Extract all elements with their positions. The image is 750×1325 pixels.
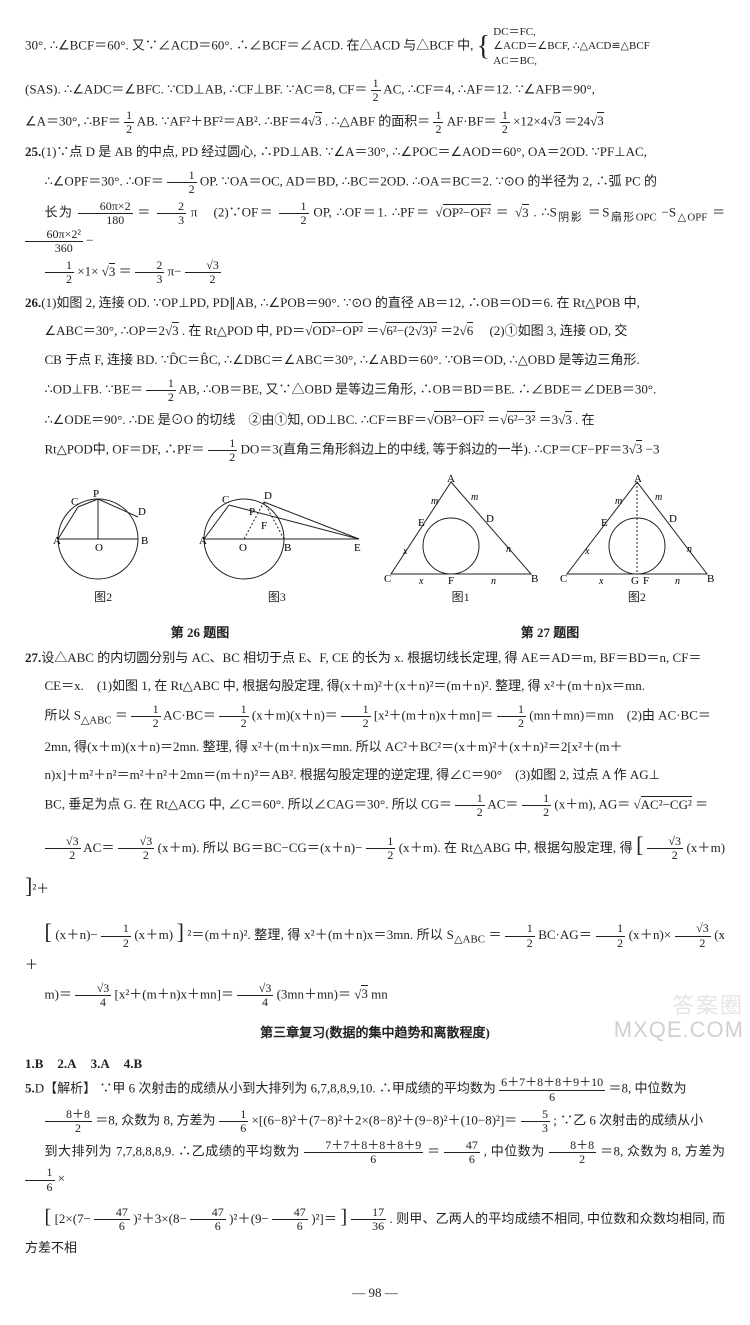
fig3-svg: A B C D P O F E — [189, 489, 364, 584]
svg-text:m: m — [615, 496, 622, 507]
figures-row: A B C D P O 图2 A B C D P O F E 图3 — [25, 474, 725, 609]
q27-l5: n)x]＋m²＋n²＝m²＋n²＋2mn＝(m＋n)²＝AB². 根据勾股定理的… — [25, 763, 725, 788]
q25-l3: 长为 60π×2180 ＝ 23 π (2)∵OF＝ 12 OP, ∴OF＝1.… — [25, 200, 725, 255]
fig2-container: A B C D P O 图2 — [33, 489, 173, 609]
q27-l3: 所以 S△ABC ＝ 12 AC·BC＝ 12 (x＋m)(x＋n)＝ 12 [… — [25, 703, 725, 731]
svg-text:B: B — [141, 535, 148, 547]
q27: 27.设△ABC 的内切圆分别与 AC、BC 相切于点 E、F, CE 的长为 … — [25, 646, 725, 671]
svg-text:C: C — [560, 573, 567, 584]
svg-text:E: E — [418, 517, 425, 529]
svg-text:B: B — [707, 573, 714, 584]
svg-text:D: D — [486, 513, 494, 525]
fig1r-svg: A C B E F D m m n n x x — [381, 474, 541, 584]
q27-l7: √32 AC＝ √32 (x＋m). 所以 BG＝BC−CG＝(x＋n)− 12… — [25, 824, 725, 908]
q5-l4: [ [2×(7− 476 )²＋3×(8− 476 )²＋(9− 476 )²]… — [25, 1198, 725, 1261]
svg-text:C: C — [71, 496, 78, 508]
svg-text:A: A — [199, 535, 207, 547]
q26-l4: ∴OD⊥FB. ∵BE＝ 12 AB, ∴OB＝BE, 又∵△OBD 是等边三角… — [25, 377, 725, 404]
svg-text:B: B — [531, 573, 538, 584]
svg-text:F: F — [261, 520, 267, 532]
q25: 25.(1)∵点 D 是 AB 的中点, PD 经过圆心, ∴PD⊥AB. ∵∠… — [25, 140, 725, 165]
text: 30°. ∴∠BCF＝60°. 又∵∠ACD＝60°. ∴∠BCF＝∠ACD. … — [25, 38, 473, 53]
fig3-container: A B C D P O F E 图3 — [189, 489, 364, 609]
svg-text:P: P — [93, 489, 99, 500]
svg-text:E: E — [601, 517, 608, 529]
svg-text:m: m — [471, 492, 478, 503]
svg-text:E: E — [354, 542, 361, 554]
q24-line2: (SAS). ∴∠ADC＝∠BFC. ∵CD⊥AB, ∴CF⊥BF. ∵AC＝8… — [25, 77, 725, 104]
q25-l2: ∴∠OPF＝30°. ∴OF＝ 12 OP. ∵OA＝OC, AD＝BD, ∴B… — [25, 169, 725, 196]
q5-l3: 到大排列为 7,7,8,8,8,9. ∴乙成绩的平均数为 7＋7＋8＋8＋8＋9… — [25, 1139, 725, 1194]
svg-text:n: n — [675, 576, 680, 584]
page-number: — 98 — — [25, 1281, 725, 1306]
svg-text:F: F — [643, 575, 649, 584]
q26-l3: CB 于点 F, 连接 BD. ∵D̂C＝B̂C, ∴∠DBC＝∠ABC＝30°… — [25, 348, 725, 373]
ch3-row1: 1.B 2.A 3.A 4.B — [25, 1052, 725, 1077]
q25-l4: 12 ×1× √3 ＝ 23 π− √32 — [25, 259, 725, 286]
svg-text:n: n — [687, 544, 692, 555]
svg-text:x: x — [402, 546, 408, 557]
svg-text:D: D — [138, 506, 146, 518]
svg-text:A: A — [53, 535, 61, 547]
q26-l2: ∠ABC＝30°, ∴OP＝2√3 . 在 Rt△POD 中, PD＝√OD²−… — [25, 319, 725, 344]
svg-text:P: P — [249, 506, 255, 518]
q27-l2: CE＝x. (1)如图 1, 在 Rt△ABC 中, 根据勾股定理, 得(x＋m… — [25, 674, 725, 699]
q27-l8: [ (x＋n)− 12 (x＋m) ] ²＝(m＋n)². 整理, 得 x²＋(… — [25, 911, 725, 977]
q24-line3: ∠A＝30°, ∴BF＝ 12 AB. ∵AF²＋BF²＝AB². ∴BF＝4√… — [25, 109, 725, 136]
svg-text:O: O — [239, 542, 247, 554]
svg-text:D: D — [669, 513, 677, 525]
brace-body: DC＝FC, ∠ACD＝∠BCF, ∴△ACD≌△BCF AC＝BC, — [493, 25, 650, 68]
q26-l6: Rt△POD中, OF＝DF, ∴PF＝ 12 DO＝3(直角三角形斜边上的中线… — [25, 437, 725, 464]
q27-l9: m)＝ √34 [x²＋(m＋n)x＋mn]＝ √34 (3mn＋mn)＝ √3… — [25, 982, 725, 1009]
svg-text:n: n — [506, 544, 511, 555]
q24-line1: 30°. ∴∠BCF＝60°. 又∵∠ACD＝60°. ∴∠BCF＝∠ACD. … — [25, 20, 725, 73]
svg-text:x: x — [598, 576, 604, 584]
svg-text:m: m — [431, 496, 438, 507]
svg-text:B: B — [284, 542, 291, 554]
svg-text:A: A — [447, 474, 455, 485]
svg-text:G: G — [631, 575, 639, 584]
q27-l6: BC, 垂足为点 G. 在 Rt△ACG 中, ∠C＝60°. 所以∠CAG＝3… — [25, 792, 725, 819]
svg-text:C: C — [222, 494, 229, 506]
q27-l4: 2mn, 得(x＋m)(x＋n)＝2mn. 整理, 得 x²＋(m＋n)x＝mn… — [25, 735, 725, 760]
q5: 5.D【解析】 ∵甲 6 次射击的成绩从小到大排列为 6,7,8,8,9,10.… — [25, 1076, 725, 1103]
fig2-svg: A B C D P O — [33, 489, 173, 584]
fig2r-svg: A C B E F D G m m n n x x — [557, 474, 717, 584]
svg-text:m: m — [655, 492, 662, 503]
svg-text:n: n — [491, 576, 496, 584]
brace: { — [477, 31, 490, 62]
svg-text:C: C — [384, 573, 391, 584]
svg-text:A: A — [634, 474, 642, 485]
svg-text:D: D — [264, 490, 272, 502]
fig1r-container: A C B E F D m m n n x x 图1 — [381, 474, 541, 609]
q26-l5: ∴∠ODE＝90°. ∴DE 是⊙O 的切线 ②由①知, OD⊥BC. ∴CF＝… — [25, 408, 725, 433]
svg-text:x: x — [584, 546, 590, 557]
chapter3-title: 第三章复习(数据的集中趋势和离散程度) — [25, 1021, 725, 1046]
fig-captions: 第 26 题图 第 27 题图 — [25, 619, 725, 646]
q26: 26.(1)如图 2, 连接 OD. ∵OP⊥PD, PD∥AB, ∴∠POB＝… — [25, 291, 725, 316]
q5-l2: 8＋82 ＝8, 众数为 8, 方差为 16 ×[(6−8)²＋(7−8)²＋2… — [25, 1108, 725, 1135]
fig2r-container: A C B E F D G m m n n x x 图2 — [557, 474, 717, 609]
svg-text:x: x — [418, 576, 424, 584]
svg-text:O: O — [95, 542, 103, 554]
svg-text:F: F — [448, 575, 454, 584]
